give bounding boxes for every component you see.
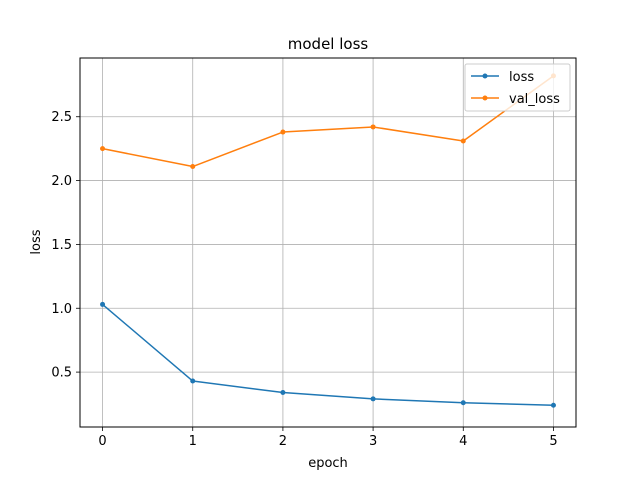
legend: loss val_loss (464, 63, 571, 112)
grid-lines (80, 58, 576, 427)
data-point-loss (100, 301, 106, 307)
data-point-val-loss (370, 124, 376, 130)
series-line-val-loss (102, 75, 554, 168)
legend-label-val-loss: val_loss (509, 92, 560, 107)
x-axis-label: epoch (308, 456, 348, 471)
y-axis-label: loss (29, 229, 44, 254)
y-tick-label: 1.5 (51, 238, 72, 253)
series-line-loss (102, 303, 554, 407)
data-point-val-loss (100, 146, 106, 152)
data-point-loss (370, 396, 376, 402)
x-tick-label: 1 (189, 434, 197, 449)
data-point-loss (550, 402, 556, 408)
legend-marker-loss (482, 73, 488, 79)
y-tick-label: 1.0 (51, 302, 72, 317)
chart-title: model loss (288, 35, 369, 53)
x-tick-label: 2 (279, 434, 287, 449)
x-tick-label: 3 (369, 434, 377, 449)
data-point-val-loss (460, 138, 466, 144)
plot-frame (79, 57, 577, 428)
y-axis-ticks: 0.5 1.0 1.5 2.0 2.5 (51, 110, 80, 381)
y-tick-label: 2.0 (51, 174, 72, 189)
x-axis-ticks: 0 1 2 3 4 5 (98, 427, 558, 449)
series-lines (100, 73, 556, 408)
data-point-loss (460, 400, 466, 406)
legend-marker-val-loss (482, 95, 488, 101)
y-tick-label: 0.5 (51, 366, 72, 381)
x-tick-label: 0 (98, 434, 106, 449)
data-point-val-loss (190, 164, 196, 170)
x-tick-label: 5 (549, 434, 557, 449)
y-tick-label: 2.5 (51, 110, 72, 125)
legend-label-loss: loss (509, 70, 534, 85)
data-point-loss (280, 390, 286, 396)
x-tick-label: 4 (459, 434, 467, 449)
data-point-loss (190, 378, 196, 384)
data-point-val-loss (280, 129, 286, 135)
